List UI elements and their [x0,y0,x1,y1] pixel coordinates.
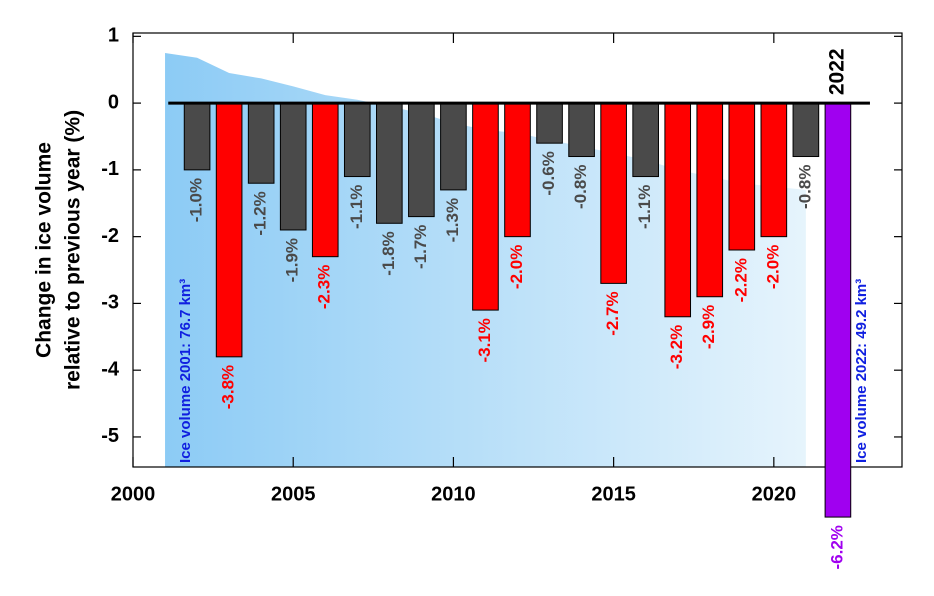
bar [760,102,788,238]
value-label: -1.0% [187,178,206,222]
value-label: -0.8% [571,165,590,209]
value-label: -3.8% [219,365,238,409]
y-axis-title: relative to previous year (%) [62,110,85,390]
value-label: -2.2% [731,258,750,302]
x-tick-label: 2015 [591,483,636,505]
value-label: -2.9% [699,305,718,349]
bar [632,102,659,178]
bar [183,102,211,171]
bar [600,102,627,284]
value-label: -1.8% [379,231,398,275]
bar [536,102,563,144]
value-label: -1.1% [347,185,366,229]
y-tick-label: -1 [101,158,119,180]
bar [792,102,820,158]
y-tick-label: -3 [101,292,119,314]
value-label: -1.7% [411,225,430,269]
y-axis-title: Change in ice volume [33,142,56,358]
bar [408,102,435,218]
y-tick-label: 0 [108,91,119,113]
value-label: -0.8% [795,165,814,209]
bar [504,102,531,238]
y-tick-label: -2 [101,225,119,247]
bar [728,102,756,251]
bar [664,102,692,318]
y-tick-label: -4 [101,358,120,380]
x-tick-label: 2010 [431,483,476,505]
plot-frame [132,32,903,468]
bar [215,102,243,358]
value-label: -2.0% [507,245,526,289]
bar [440,102,467,191]
value-label: -1.2% [251,191,270,235]
value-label: -2.0% [763,245,782,289]
bar [568,102,595,158]
x-tick-label: 2020 [752,483,797,505]
y-tick-label: 1 [108,25,119,47]
x-tick-label: 2000 [111,483,156,505]
highlight-year: 2022 [825,48,848,95]
value-label: -1.9% [283,238,302,282]
value-label: -2.3% [315,265,334,309]
value-label: -3.1% [475,318,494,362]
bar [824,102,852,518]
value-label: -0.6% [539,151,558,195]
value-label: -1.1% [635,185,654,229]
annotation: Ice volume 2001: 76.7 km³ [177,279,194,463]
bar [696,102,724,298]
value-label: -2.7% [603,291,622,335]
value-label: -1.3% [443,198,462,242]
value-label: -6.2% [827,525,846,569]
y-tick-label: -5 [101,425,119,447]
bar [472,102,499,311]
bar [311,102,339,258]
annotation: Ice volume 2022: 49.2 km³ [853,279,870,463]
bar [279,102,307,231]
bar [376,102,403,224]
bar [247,102,275,184]
x-tick-label: 2005 [271,483,316,505]
bar [343,102,371,178]
value-label: -3.2% [667,325,686,369]
